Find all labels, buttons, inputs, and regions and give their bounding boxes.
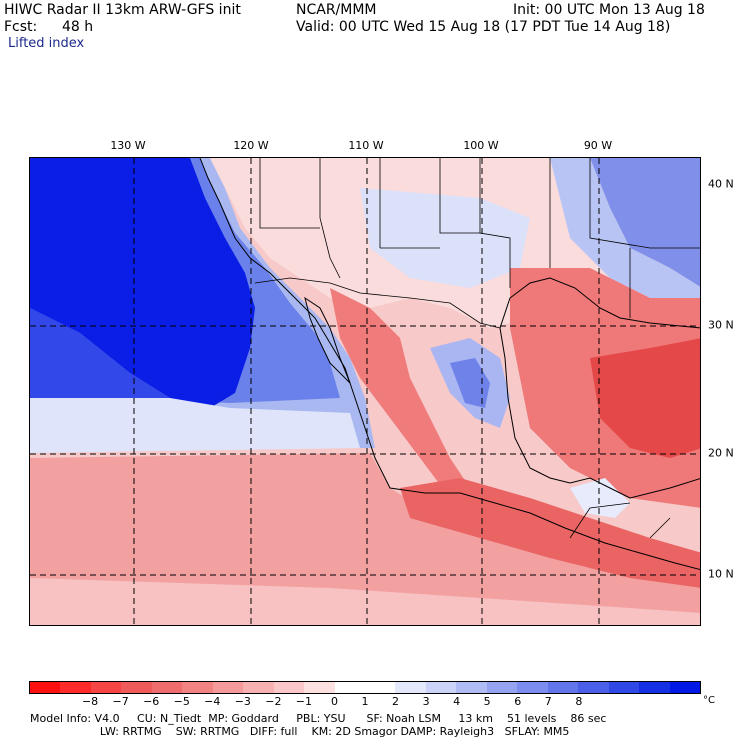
colorbar-tick: −4	[204, 695, 221, 708]
colorbar-tick: 7	[544, 695, 552, 708]
colorbar-segment	[578, 682, 609, 693]
colorbar-tick: 1	[361, 695, 369, 708]
field-name: Lifted index	[8, 36, 85, 51]
itcz-red-band	[30, 453, 700, 625]
lon-label-110w: 110 W	[348, 139, 384, 152]
colorbar-segment	[212, 682, 244, 693]
colorbar-tick: 4	[453, 695, 461, 708]
colorbar-segment	[151, 682, 183, 693]
colorbar-tick: 5	[483, 695, 491, 708]
lat-label-30n: 30 N	[708, 318, 734, 332]
political-borders	[254, 158, 700, 539]
eastern-blue	[590, 158, 700, 287]
colorbar-tick: −8	[81, 695, 99, 708]
colorbar-segment	[486, 682, 518, 693]
colorbar-segment	[60, 682, 91, 693]
colorbar	[29, 681, 701, 694]
colorbar-tick: 3	[422, 695, 430, 708]
colorbar-segment	[547, 682, 579, 693]
colorbar-tick: 6	[514, 695, 522, 708]
colorbar-tick: 2	[392, 695, 400, 708]
colorbar-segment	[364, 682, 396, 693]
colorbar-tick: −1	[295, 695, 313, 708]
colorbar-segment	[608, 682, 640, 693]
lon-label-90w: 90 W	[583, 139, 613, 152]
sierra-madre-red	[330, 288, 470, 498]
colorbar-tick: −7	[112, 695, 129, 708]
colorbar-segment	[273, 682, 305, 693]
central-america-red	[400, 478, 700, 588]
valid-time: Valid: 00 UTC Wed 15 Aug 18 (17 PDT Tue …	[296, 19, 671, 35]
colorbar-segment	[304, 682, 335, 693]
forecast-label: Fcst:	[4, 19, 38, 35]
colorbar-segment	[182, 682, 213, 693]
colorbar-segment	[517, 682, 548, 693]
colorbar-tick: −3	[234, 695, 251, 708]
northeast-blue-light	[550, 158, 700, 308]
mexican-plateau-mid	[450, 358, 490, 408]
colorbar-tick: −5	[173, 695, 190, 708]
tropical-band	[30, 398, 360, 453]
plains-blue	[360, 188, 530, 288]
org-label: NCAR/MMM	[296, 2, 377, 18]
lat-label-40n: 40 N	[708, 177, 734, 191]
model-title: HIWC Radar II 13km ARW-GFS init	[4, 2, 241, 18]
ocean-gradient-west	[30, 308, 170, 398]
southern-pale	[30, 578, 700, 625]
colorbar-segment	[395, 682, 426, 693]
graticule	[30, 158, 700, 625]
coastlines	[199, 158, 700, 570]
init-time: Init: 00 UTC Mon 13 Aug 18	[513, 2, 705, 18]
lifted-index-map	[29, 157, 701, 626]
colorbar-segment	[121, 682, 152, 693]
yucatan-pale	[570, 478, 630, 518]
colorbar-tick: −6	[143, 695, 160, 708]
lat-label-10n: 10 N	[708, 567, 734, 581]
colorbar-tick: 0	[330, 695, 338, 708]
forecast-hour: 48 h	[62, 19, 94, 35]
map-canvas	[30, 158, 700, 625]
colorbar-segment	[334, 682, 365, 693]
colorbar-segment	[669, 682, 700, 693]
colorbar-segment	[243, 682, 274, 693]
pacific-ocean-deep	[30, 158, 255, 408]
lon-label-130w: 130 W	[110, 139, 146, 152]
colorbar-tick: −2	[265, 695, 282, 708]
lat-label-20n: 20 N	[708, 446, 734, 460]
lon-label-100w: 100 W	[463, 139, 499, 152]
colorbar-segment	[425, 682, 457, 693]
colorbar-segment	[30, 682, 61, 693]
colorbar-segment	[90, 682, 122, 693]
lon-label-120w: 120 W	[233, 139, 269, 152]
colorbar-segment	[639, 682, 670, 693]
model-info-line1: Model Info: V4.0 CU: N_Tiedt MP: Goddard…	[30, 712, 607, 725]
model-info-line2: LW: RRTMG SW: RRTMG DIFF: full KM: 2D Sm…	[30, 725, 570, 738]
colorbar-tick: 8	[575, 695, 583, 708]
colorbar-segment	[456, 682, 487, 693]
gulf-strong-red	[590, 338, 700, 458]
colorbar-unit: °C	[703, 695, 715, 706]
